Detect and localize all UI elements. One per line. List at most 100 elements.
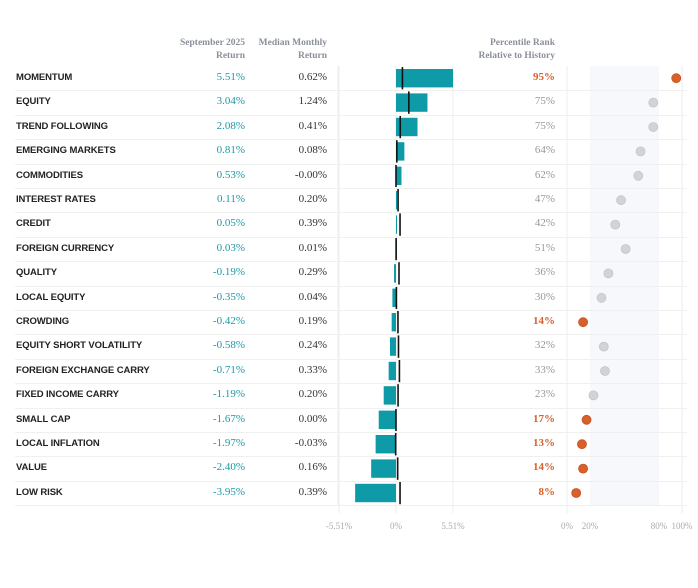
percentile-value: 33% (534, 363, 555, 376)
header-median-line1: Median Monthly (258, 38, 327, 48)
table-row: MOMENTUM 5.51% 0.62% 95% (15, 66, 687, 92)
percentile-dot (633, 170, 644, 181)
table-row: SMALL CAP -1.67% 0.00% 17% (15, 408, 687, 433)
factor-label: EQUITY (16, 96, 51, 108)
september-return-value: -1.19% (212, 388, 245, 401)
table-row: TREND FOLLOWING 2.08% 0.41% 75% (15, 115, 687, 141)
percentile-value: 23% (534, 388, 555, 401)
percentile-value: 13% (533, 437, 555, 449)
september-return-value: 2.08% (216, 119, 245, 132)
percentile-value: 51% (534, 241, 555, 254)
median-return-value: 0.20% (298, 388, 327, 401)
percentile-dot (598, 341, 609, 352)
return-bar (396, 117, 418, 137)
percentile-value: 42% (534, 217, 555, 230)
return-bar (388, 361, 396, 381)
table-row: FOREIGN EXCHANGE CARRY -0.71% 0.33% 33% (15, 359, 687, 385)
return-axis-tick: 0% (390, 521, 403, 531)
september-return-value: 0.53% (216, 168, 245, 181)
median-return-value: 0.19% (298, 315, 327, 327)
return-bar (396, 69, 453, 88)
percentile-dot (577, 439, 587, 450)
percentile-value: 30% (534, 290, 555, 303)
percentile-dot (578, 317, 588, 328)
september-return-value: -1.67% (212, 412, 245, 425)
table-row: QUALITY -0.19% 0.29% 36% (15, 261, 687, 287)
percentile-axis-tick: 20% (582, 521, 599, 531)
header-september-return: September 2025 Return (150, 37, 245, 63)
median-return-value: 0.41% (298, 119, 327, 132)
percentile-value: 75% (534, 95, 555, 108)
return-bar (371, 459, 396, 478)
table-row: LOCAL EQUITY -0.35% 0.04% 30% (15, 286, 687, 311)
percentile-axis-tick: 100% (672, 521, 694, 531)
table-row: EQUITY 3.04% 1.24% 75% (15, 90, 687, 116)
median-return-value: 0.39% (298, 485, 327, 498)
percentile-dot (648, 122, 659, 132)
september-return-value: -0.42% (212, 315, 245, 327)
percentile-value: 36% (534, 266, 555, 279)
factor-label: CROWDING (16, 316, 70, 327)
header-median-line2: Return (297, 51, 327, 61)
september-return-value: 0.05% (216, 217, 245, 230)
factor-label: FIXED INCOME CARRY (16, 389, 119, 401)
september-return-value: -0.58% (212, 339, 245, 352)
header-percentile-rank: Percentile Rank Relative to History (440, 37, 555, 63)
september-return-value: 5.51% (216, 71, 245, 83)
percentile-dot (648, 97, 659, 108)
table-row: EQUITY SHORT VOLATILITY -0.58% 0.24% 32% (15, 334, 687, 360)
return-bar (396, 191, 398, 210)
table-row: EMERGING MARKETS 0.81% 0.08% 64% (15, 139, 687, 165)
percentile-value: 32% (534, 339, 555, 352)
percentile-dot (571, 488, 582, 498)
return-bar (394, 264, 396, 283)
september-return-value: -1.97% (212, 437, 245, 449)
factor-label: INTEREST RATES (16, 194, 96, 205)
return-bar (375, 435, 396, 454)
percentile-dot (610, 219, 621, 230)
factor-label: LOCAL INFLATION (16, 438, 100, 449)
percentile-dot (635, 146, 646, 157)
median-return-value: 0.08% (298, 144, 327, 157)
table-row: INTEREST RATES 0.11% 0.20% 47% (15, 188, 687, 214)
percentile-value: 95% (533, 71, 555, 83)
table-row: VALUE -2.40% 0.16% 14% (15, 456, 687, 482)
median-return-value: 0.01% (298, 241, 327, 254)
factor-label: LOCAL EQUITY (16, 291, 86, 303)
return-bar (355, 483, 396, 503)
factor-label: FOREIGN EXCHANGE CARRY (16, 364, 150, 376)
factor-label: VALUE (16, 462, 47, 474)
return-axis-tick: 5.51% (441, 521, 465, 531)
factor-label: EQUITY SHORT VOLATILITY (16, 340, 143, 352)
return-bar (396, 215, 397, 234)
table-row: FOREIGN CURRENCY 0.03% 0.01% 51% (15, 237, 687, 263)
percentile-dot (581, 414, 592, 425)
percentile-axis-tick: 80% (651, 521, 668, 531)
return-bar (396, 142, 405, 161)
percentile-axis-tick: 0% (561, 521, 574, 531)
table-row: CREDIT 0.05% 0.39% 42% (15, 212, 687, 238)
return-bar (378, 410, 396, 429)
september-return-value: -2.40% (212, 461, 245, 474)
percentile-dot (588, 390, 599, 401)
september-return-value: 0.81% (216, 144, 245, 157)
median-return-value: 0.20% (298, 193, 327, 205)
header-september-line2: Return (215, 51, 245, 61)
september-return-value: -0.19% (212, 266, 245, 279)
factor-label: FOREIGN CURRENCY (16, 242, 115, 254)
median-return-value: 0.04% (298, 290, 327, 303)
factor-label: CREDIT (16, 218, 51, 230)
september-return-value: -3.95% (212, 485, 245, 498)
percentile-value: 14% (533, 315, 555, 327)
table-row: LOW RISK -3.95% 0.39% 8% (15, 481, 687, 507)
median-return-value: 0.00% (298, 412, 327, 425)
return-bar (396, 166, 402, 185)
median-return-value: 0.39% (298, 217, 327, 230)
percentile-value: 75% (534, 119, 555, 132)
table-row: COMMODITIES 0.53% -0.00% 62% (15, 164, 687, 189)
percentile-dot (578, 463, 588, 474)
percentile-dot (620, 244, 631, 254)
factor-label: QUALITY (16, 267, 57, 279)
percentile-value: 17% (533, 412, 555, 425)
factor-label: LOW RISK (16, 486, 63, 498)
